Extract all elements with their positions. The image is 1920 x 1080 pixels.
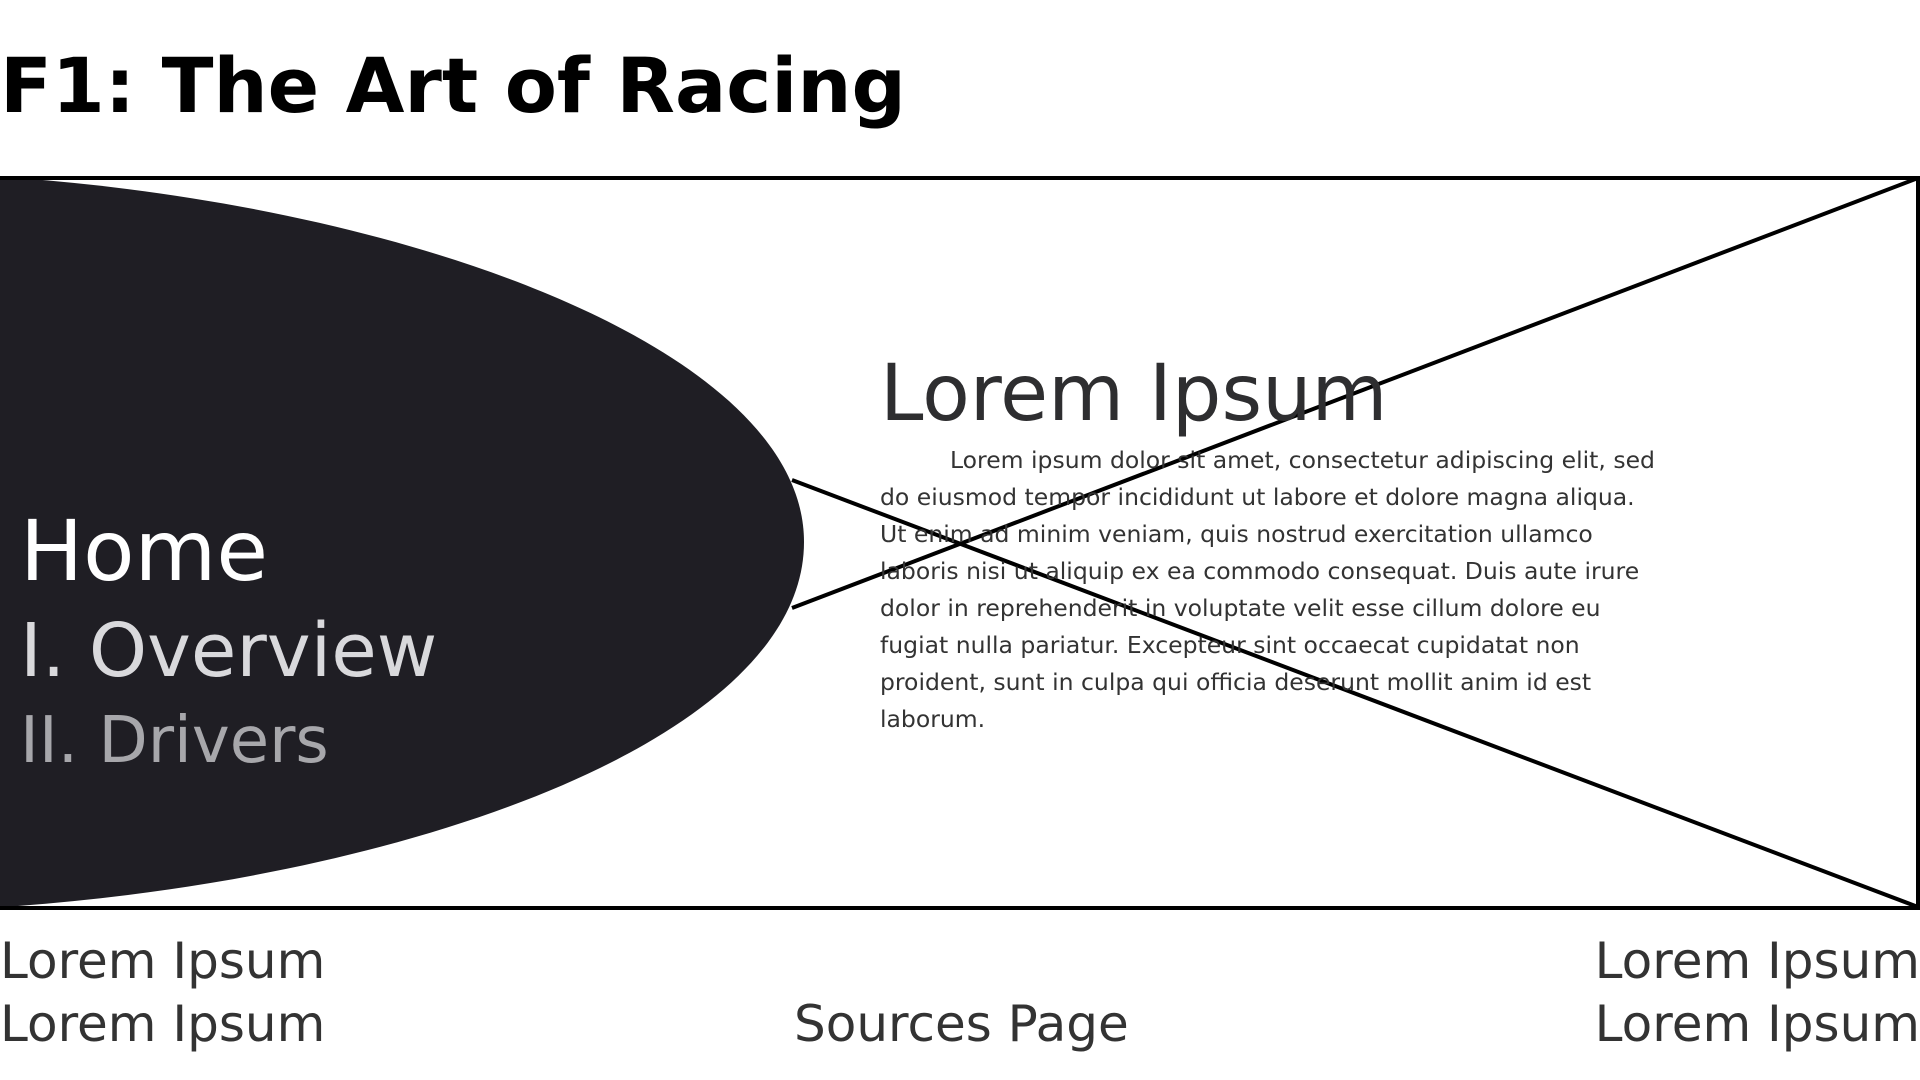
placeholder-cross-line bbox=[791, 176, 1919, 610]
footer-left-text: Lorem Ipsum bbox=[0, 995, 326, 1053]
content-block: Lorem Ipsum Lorem ipsum dolor sit amet, … bbox=[880, 346, 1660, 738]
image-placeholder-frame bbox=[0, 176, 1920, 910]
footer-left-text: Lorem Ipsum bbox=[0, 932, 326, 990]
nav-home-link[interactable]: Home bbox=[20, 502, 269, 600]
placeholder-border bbox=[0, 176, 1920, 910]
nav-panel-shape bbox=[0, 178, 804, 906]
footer-right-text: Lorem Ipsum bbox=[1594, 995, 1920, 1053]
hero-image-placeholder: Home I. Overview II. Drivers Lorem Ipsum… bbox=[0, 176, 1920, 910]
content-paragraph: Lorem ipsum dolor sit amet, consectetur … bbox=[880, 446, 1655, 733]
nav-overview-link[interactable]: I. Overview bbox=[20, 608, 438, 694]
footer-right-text: Lorem Ipsum bbox=[1594, 932, 1920, 990]
site-title: F1: The Art of Racing bbox=[0, 41, 906, 130]
sources-page-link[interactable]: Sources Page bbox=[794, 995, 1129, 1053]
content-heading: Lorem Ipsum bbox=[880, 349, 1388, 439]
main-nav: Home I. Overview II. Drivers bbox=[20, 496, 437, 786]
placeholder-cross-line bbox=[791, 478, 1919, 909]
nav-drivers-link[interactable]: II. Drivers bbox=[20, 704, 329, 778]
